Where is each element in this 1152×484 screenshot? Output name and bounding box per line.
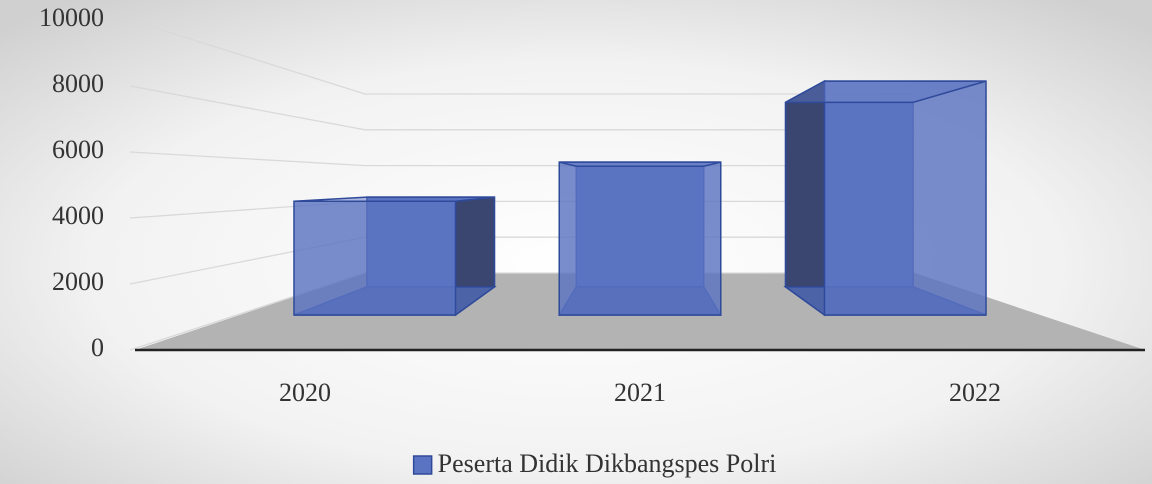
y-tick-label: 6000 <box>52 135 104 164</box>
y-tick-label: 8000 <box>52 69 104 98</box>
grid-line <box>129 151 915 167</box>
y-tick-label: 0 <box>91 333 104 362</box>
bar-top <box>559 161 721 167</box>
bar-top <box>293 196 495 203</box>
y-tick-label: 4000 <box>52 201 104 230</box>
x-tick-label: 2021 <box>614 378 666 407</box>
bars <box>293 79 987 317</box>
grid-line <box>129 85 915 131</box>
grid-line <box>129 19 915 95</box>
y-tick-label: 2000 <box>52 267 104 296</box>
bar <box>293 200 457 316</box>
y-tick-label: 10000 <box>39 3 104 32</box>
bar-top <box>785 80 987 104</box>
x-tick-label: 2020 <box>279 378 331 407</box>
bar <box>823 80 987 316</box>
legend-swatch <box>412 455 433 475</box>
bar-side <box>784 79 826 317</box>
x-tick-label: 2022 <box>949 378 1001 407</box>
labels: 0 2000 4000 6000 8000 10000 2020 2021 2022 Pesert… <box>39 3 1001 478</box>
legend-label: Peserta Didik Dikbangspes Polri <box>438 449 777 478</box>
bar <box>558 161 722 316</box>
legend: Peserta Didik Dikbangspes Polri <box>412 449 777 478</box>
